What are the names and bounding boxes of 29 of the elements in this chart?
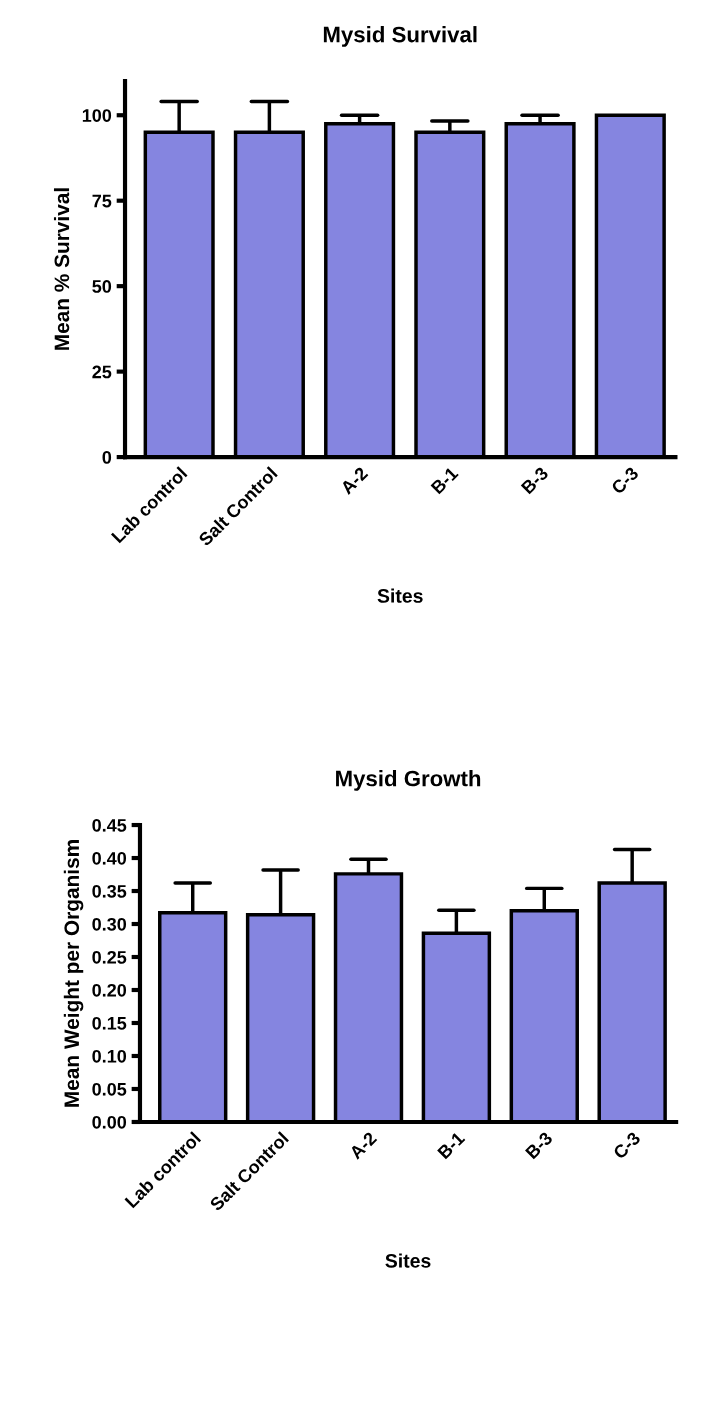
y-tick-label: 0.10 [92, 1049, 127, 1063]
x-axis-title: Sites [385, 1253, 431, 1268]
y-tick-label: 0.25 [92, 950, 127, 964]
x-tick-label: C-3 [610, 466, 640, 495]
y-tick-label: 0 [102, 451, 112, 464]
y-tick-label: 0.15 [92, 1016, 127, 1030]
y-tick-label: 50 [92, 280, 112, 293]
chart-title: Mysid Survival [323, 26, 477, 47]
x-tick-label: B-1 [437, 1131, 466, 1160]
chart-title: Mysid Growth [336, 770, 481, 791]
y-tick-label: 100 [82, 109, 112, 122]
y-tick-label: 0.05 [92, 1082, 127, 1096]
y-tick-label: 75 [92, 194, 112, 208]
y-tick-label: 0.35 [92, 884, 127, 898]
y-axis-title: Mean Weight per Organism [63, 840, 84, 1107]
x-tick-label: A-2 [339, 466, 369, 495]
x-tick-label: A-2 [348, 1131, 378, 1160]
y-tick-label: 0.40 [92, 851, 127, 865]
y-tick-label: 0.30 [92, 917, 127, 931]
y-tick-label: 25 [92, 365, 112, 379]
y-tick-label: 0.00 [92, 1115, 127, 1129]
y-axis-title: Mean % Survival [53, 188, 70, 350]
y-tick-label: 0.45 [92, 818, 127, 832]
x-tick-label: B-3 [520, 466, 549, 495]
x-axis-title: Sites [377, 588, 423, 603]
x-tick-label: B-3 [524, 1131, 554, 1160]
x-tick-label: B-1 [430, 466, 459, 495]
y-tick-label: 0.20 [92, 983, 127, 997]
x-tick-label: C-3 [612, 1131, 642, 1160]
